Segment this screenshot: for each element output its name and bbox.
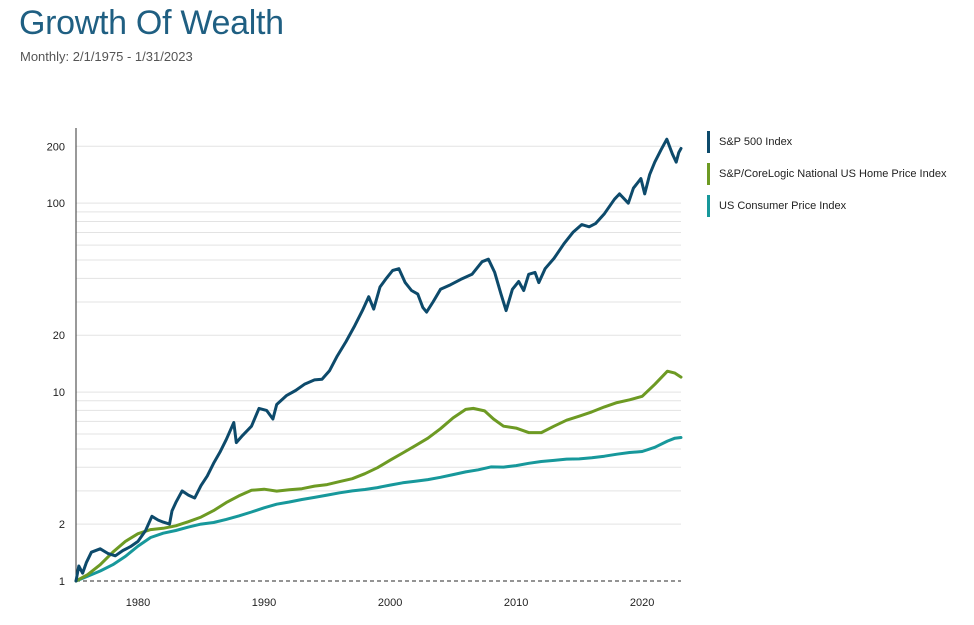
legend-item-sp500[interactable]: S&P 500 Index bbox=[707, 131, 946, 153]
legend-item-cpi[interactable]: US Consumer Price Index bbox=[707, 195, 946, 217]
chart-legend: S&P 500 Index S&P/CoreLogic National US … bbox=[707, 131, 946, 227]
cpi-line bbox=[76, 438, 681, 582]
legend-label-home-price: S&P/CoreLogic National US Home Price Ind… bbox=[719, 168, 946, 180]
legend-swatch-cpi bbox=[707, 195, 710, 217]
x-tick-label-3: 2010 bbox=[504, 597, 528, 609]
legend-label-cpi: US Consumer Price Index bbox=[719, 200, 846, 212]
legend-swatch-home-price bbox=[707, 163, 710, 185]
y-tick-label-2: 10 bbox=[53, 387, 65, 399]
chart-plot: 1 2 10 20 100 200 1980 1990 2000 2010 2020 bbox=[0, 0, 974, 625]
y-tick-label-0: 1 bbox=[59, 576, 65, 588]
legend-swatch-sp500 bbox=[707, 131, 710, 153]
y-tick-labels: 1 2 10 20 100 200 bbox=[47, 141, 65, 588]
y-tick-label-3: 20 bbox=[53, 330, 65, 342]
y-tick-label-1: 2 bbox=[59, 519, 65, 531]
x-tick-label-2: 2000 bbox=[378, 597, 402, 609]
x-tick-label-1: 1990 bbox=[252, 597, 276, 609]
legend-label-sp500: S&P 500 Index bbox=[719, 136, 792, 148]
x-tick-labels: 1980 1990 2000 2010 2020 bbox=[126, 597, 655, 609]
x-tick-label-0: 1980 bbox=[126, 597, 150, 609]
x-tick-label-4: 2020 bbox=[630, 597, 654, 609]
y-tick-label-4: 100 bbox=[47, 198, 65, 210]
home-price-line bbox=[76, 371, 681, 581]
legend-item-home-price[interactable]: S&P/CoreLogic National US Home Price Ind… bbox=[707, 163, 946, 185]
sp500-line bbox=[76, 139, 681, 581]
y-tick-label-5: 200 bbox=[47, 141, 65, 153]
series-lines bbox=[76, 139, 681, 581]
